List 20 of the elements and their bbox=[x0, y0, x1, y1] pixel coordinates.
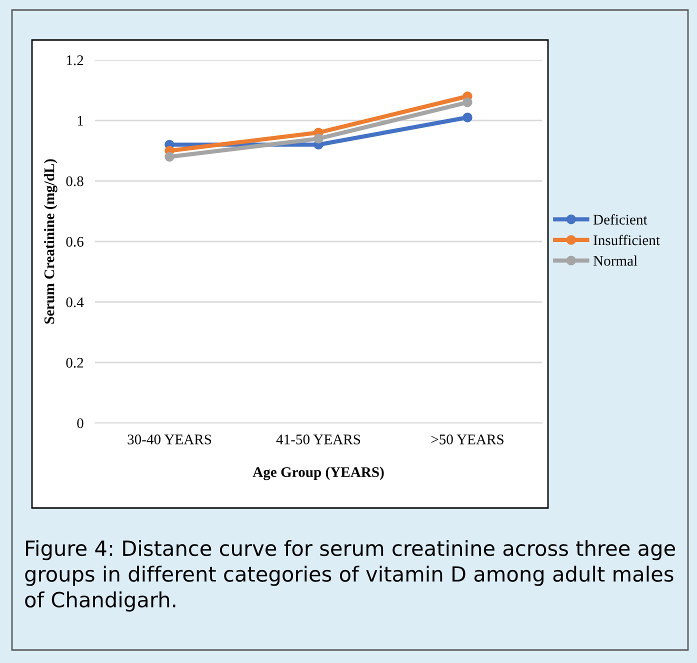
x-axis-title: Age Group (YEARS) bbox=[252, 466, 384, 480]
legend-label: Normal bbox=[593, 256, 638, 266]
legend-label: Insufficient bbox=[594, 234, 660, 246]
point bbox=[462, 112, 472, 122]
y-tick-label: 0.8 bbox=[66, 176, 84, 186]
point bbox=[314, 134, 324, 144]
y-axis-title: Serum Creatinine (mg/dL) bbox=[44, 159, 58, 324]
x-tick-label: 41-50 YEARS bbox=[276, 434, 360, 444]
legend-label: Deficient bbox=[593, 214, 648, 225]
y-tick-label: 1.2 bbox=[66, 55, 84, 66]
x-tick-label: >50 YEARS bbox=[431, 434, 504, 444]
y-tick-label: 0.6 bbox=[66, 236, 84, 247]
caption: Figure 4: Distance curve for serum creatinine across three age groups in different categories of vitamin D among adult males of Chandigarh. bbox=[25, 540, 676, 612]
point bbox=[462, 97, 472, 108]
y-tick-label: 0.4 bbox=[66, 297, 84, 308]
y-tick-label: 0 bbox=[77, 418, 84, 428]
y-tick-label: 0.2 bbox=[66, 358, 84, 368]
point bbox=[164, 152, 174, 162]
y-tick-label: 1 bbox=[78, 116, 84, 126]
x-tick-label: 30-40 YEARS bbox=[128, 434, 212, 444]
